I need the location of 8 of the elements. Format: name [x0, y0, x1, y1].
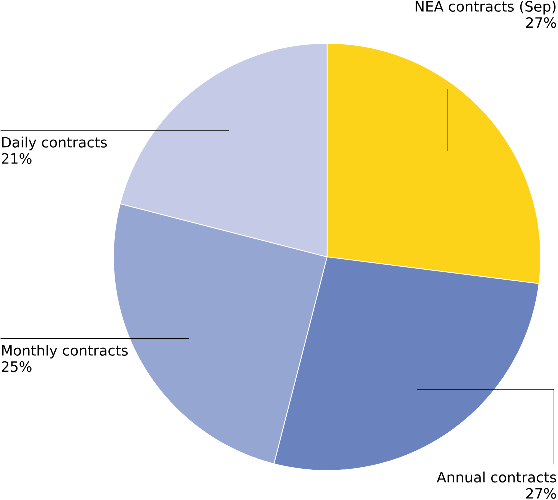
slice-label: Daily contracts: [2, 136, 108, 151]
data-label: 25%: [2, 361, 32, 372]
slice-label: Annual contracts: [436, 472, 556, 483]
data-label: 21%: [2, 153, 32, 164]
data-label: 27%: [526, 17, 556, 28]
data-label: 27%: [526, 488, 556, 500]
slice-label: Monthly contracts: [2, 345, 128, 359]
slice-label: NEA contracts (Sep): [416, 0, 556, 15]
